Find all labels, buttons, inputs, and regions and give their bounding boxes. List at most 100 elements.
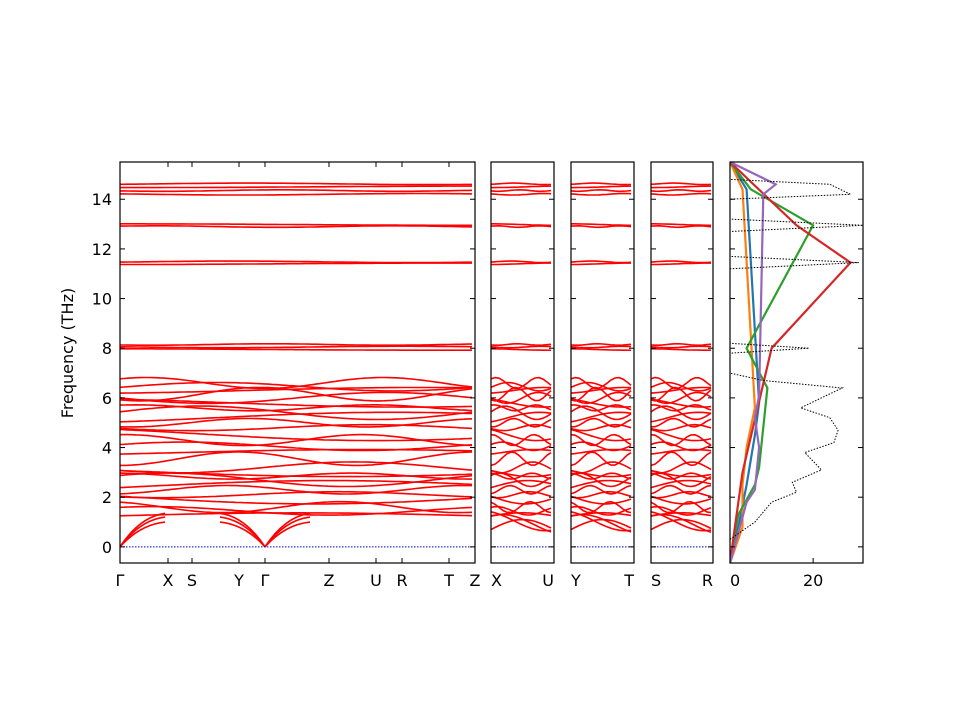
band-line [571, 188, 632, 193]
band-line [651, 451, 712, 467]
acoustic-branch [651, 518, 712, 531]
acoustic-branch [264, 512, 311, 548]
band-line [491, 461, 552, 474]
band-line [491, 441, 552, 452]
band-line [571, 491, 632, 499]
band-line [491, 391, 552, 405]
band-line [571, 182, 632, 186]
x-tick-label: Z [324, 571, 335, 590]
band-line [120, 348, 472, 351]
band-line [651, 441, 712, 452]
band-line [651, 182, 712, 186]
band-lines [651, 182, 712, 534]
band-line [651, 345, 712, 349]
band-line [571, 260, 632, 264]
band-line [491, 381, 552, 392]
band-line [491, 505, 552, 516]
band-line [571, 479, 632, 489]
band-line [651, 224, 712, 229]
band-line [120, 182, 472, 186]
x-tick-label: S [187, 571, 197, 590]
band-line [571, 417, 632, 428]
panel-frame [729, 161, 864, 564]
band-line [651, 398, 712, 408]
band-line [120, 185, 472, 189]
acoustic-branch [571, 511, 632, 532]
band-line [651, 423, 712, 432]
panel-frame [490, 161, 555, 564]
band-line [651, 461, 712, 474]
band-line [571, 461, 632, 474]
band-line [571, 428, 632, 442]
band-line [491, 404, 552, 412]
band-line [491, 345, 552, 349]
acoustic-branch [651, 511, 712, 532]
band-line [491, 484, 552, 495]
band-line [651, 348, 711, 351]
y-tick-label: 8 [102, 339, 112, 358]
band-line [571, 484, 632, 495]
x-tick-label: 0 [730, 571, 740, 590]
x-tick-label: Γ [116, 571, 125, 590]
x-tick-label: R [702, 571, 713, 590]
band-line [120, 461, 473, 474]
band-line [571, 411, 632, 423]
band-line [571, 376, 632, 390]
band-line [571, 500, 632, 514]
y-axis-label: Frequency (THz) [58, 288, 77, 418]
band-line [120, 260, 472, 264]
x-tick-label: X [491, 571, 502, 590]
band-line [120, 391, 473, 405]
y-tick-label: 12 [92, 240, 112, 259]
band-line [491, 348, 551, 351]
dos-panel: 0 20 [729, 161, 864, 590]
band-line [120, 441, 473, 452]
band-line [571, 404, 632, 412]
band-line [491, 343, 552, 347]
band-line [571, 223, 631, 227]
y-tick-label: 4 [102, 439, 112, 458]
band-line [651, 381, 712, 392]
band-line [120, 192, 473, 196]
y-tick-label: 14 [92, 190, 112, 209]
band-line [571, 441, 632, 452]
band-line [571, 192, 632, 196]
band-lines [120, 182, 473, 548]
y-tick-label: 6 [102, 389, 112, 408]
y-tick-label: 0 [102, 538, 112, 557]
band-line [491, 223, 551, 227]
band-line [491, 451, 552, 467]
band-line [491, 428, 552, 442]
band-line [571, 348, 631, 351]
x-tick-label: Y [233, 571, 244, 590]
panel-frame [119, 161, 476, 564]
x-tick-label: U [542, 571, 554, 590]
acoustic-branch [120, 512, 166, 548]
band-line [651, 428, 712, 442]
band-line [120, 225, 473, 229]
band-line [571, 448, 632, 455]
band-line [120, 343, 472, 346]
band-line [120, 423, 473, 432]
band-line [120, 223, 472, 227]
band-line [491, 386, 552, 394]
band-line [491, 192, 552, 196]
band-line [120, 386, 472, 394]
band-line [651, 484, 712, 495]
band-line [571, 505, 632, 516]
band-line [651, 505, 712, 516]
band-line [491, 491, 552, 499]
acoustic-branch [571, 518, 632, 531]
band-lines [491, 182, 552, 533]
band-line [571, 391, 632, 405]
band-line [651, 417, 712, 428]
band-line [491, 398, 552, 408]
x-tick-label: 20 [803, 571, 823, 590]
band-line [571, 386, 632, 394]
x-tick-label: Z [470, 571, 481, 590]
